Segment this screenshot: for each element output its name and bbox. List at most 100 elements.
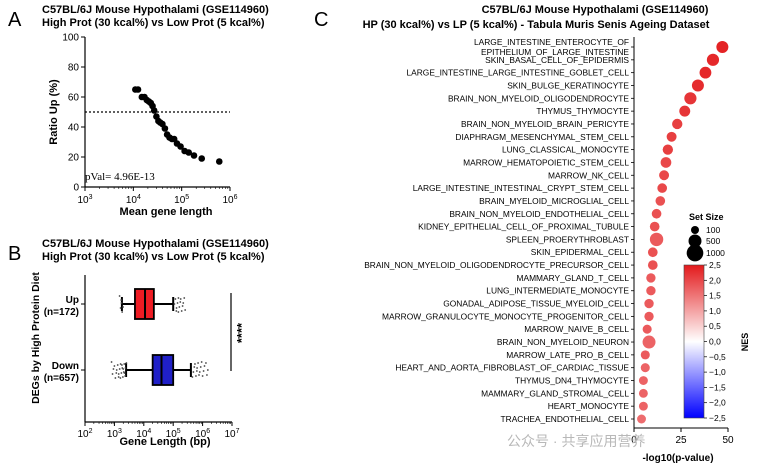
- dot: [655, 196, 666, 206]
- panel-a-point: [190, 152, 198, 159]
- colorbar-tick-label: 1,5: [709, 291, 721, 301]
- panel-b-x-tick-label: 104: [136, 428, 151, 440]
- box-outlier: [122, 368, 125, 370]
- size-legend-dot: [691, 226, 699, 234]
- watermark: 公众号 · 共享应用营养: [507, 433, 645, 449]
- dot: [640, 350, 650, 360]
- row-label: MARROW_NK_CELL: [548, 170, 629, 180]
- box-outlier: [122, 306, 124, 308]
- dot: [672, 118, 683, 130]
- dot: [706, 53, 720, 66]
- row-label: MARROW_LATE_PRO_B_CELL: [506, 350, 629, 360]
- box-outlier: [193, 366, 196, 368]
- panel-b-axes: 102 103 104 105 106 107 Up(n=172) Down(n=657): [44, 275, 240, 440]
- panel-a-y-tick-label: 20: [68, 153, 80, 164]
- panel-c-xlabel: -log10(p-value): [642, 453, 713, 464]
- box-outlier: [119, 363, 122, 365]
- dot: [640, 363, 650, 373]
- panel-c-title-2: HP (30 kcal%) vs LP (5 kcal%) - Tabula M…: [363, 19, 710, 31]
- colorbar-tick-label: −1,5: [709, 382, 726, 392]
- dot: [666, 131, 677, 142]
- box-outlier: [182, 302, 185, 304]
- panel-a-point: [198, 155, 206, 162]
- panel-a-xlabel: Mean gene length: [120, 206, 213, 218]
- panel-b-boxes: [110, 288, 209, 386]
- panel-b-title-2: High Prot (30 kcal%) vs Low Prot (5 kcal…: [42, 251, 265, 263]
- panel-a-point: [177, 143, 184, 150]
- size-legend-label: 500: [706, 236, 720, 246]
- panel-b-x-tick-label: 106: [195, 428, 210, 440]
- panel-b-group-label: Down: [52, 361, 79, 372]
- panel-a-x-tick-label: 105: [174, 194, 189, 206]
- row-label: HEART_MONOCYTE: [548, 401, 630, 411]
- row-label: SKIN_BASAL_CELL_OF_EPIDERMIS: [485, 55, 629, 65]
- dot: [691, 79, 704, 92]
- dot: [649, 221, 660, 232]
- box-outlier: [176, 302, 179, 304]
- box-outlier: [121, 311, 124, 313]
- colorbar-tick-label: 1,0: [709, 306, 721, 316]
- box-outlier: [191, 376, 194, 378]
- box-outlier: [180, 310, 183, 312]
- row-label: BRAIN_NON_MYELOID_BRAIN_PERICYTE: [461, 119, 629, 129]
- panel-b-group-label: Up: [66, 295, 79, 306]
- box-outlier: [197, 362, 199, 364]
- box-outlier: [117, 373, 120, 375]
- box-outlier: [198, 374, 200, 376]
- box-outlier: [121, 376, 124, 378]
- box-outlier: [110, 361, 113, 363]
- box-outlier: [112, 368, 115, 370]
- panel-b-group-n: (n=657): [44, 373, 79, 384]
- panel-b-group-n: (n=172): [44, 307, 79, 318]
- box-outlier: [205, 362, 207, 364]
- panel-a-axes: 0 20 40 60 80 100 103 104 105 106: [62, 33, 237, 207]
- box-outlier: [117, 376, 120, 378]
- dot: [662, 144, 674, 155]
- dot: [659, 170, 670, 181]
- box-outlier: [195, 370, 198, 372]
- box-outlier: [125, 362, 128, 364]
- row-label: THYMUS_THYMOCYTE: [536, 106, 629, 116]
- colorbar-tick-label: −2,5: [709, 413, 726, 423]
- box-outlier: [173, 303, 176, 305]
- panel-b: B C57BL/6J Mouse Hypothalami (GSE114960)…: [8, 238, 269, 448]
- panel-a-title-1: C57BL/6J Mouse Hypothalami (GSE114960): [42, 4, 269, 16]
- colorbar-tick-label: 0,0: [709, 337, 721, 347]
- box-outlier: [111, 373, 114, 375]
- box-outlier: [123, 372, 126, 374]
- dot: [644, 311, 654, 322]
- colorbar-tick-label: −0,5: [709, 352, 726, 362]
- panel-b-xlabel: Gene Length (bp): [119, 436, 210, 448]
- nes-colorbar-gradient: [683, 264, 705, 419]
- dot: [646, 273, 656, 283]
- box-outlier: [115, 369, 118, 371]
- panel-a-point: [161, 125, 169, 132]
- size-legend-title: Set Size: [689, 212, 724, 222]
- box-outlier: [203, 365, 206, 367]
- box-outlier: [179, 298, 182, 300]
- size-legend-label: 1000: [706, 248, 725, 258]
- box-outlier: [174, 298, 177, 300]
- panel-b-title-1: C57BL/6J Mouse Hypothalami (GSE114960): [42, 238, 269, 250]
- box-outlier: [124, 375, 127, 377]
- panel-b-x-tick-label: 103: [107, 428, 122, 440]
- dot: [679, 105, 691, 117]
- panel-c-x-tick-label: 0: [631, 435, 637, 446]
- panel-a-y-tick-label: 100: [62, 33, 79, 44]
- panel-a-point: [134, 86, 142, 93]
- dot: [642, 324, 652, 334]
- panel-c-row-labels: LARGE_INTESTINE_ENTEROCYTE_OFEPITHELIUM_…: [364, 37, 629, 424]
- panel-a-point: [185, 149, 193, 156]
- nes-colorbar-title: NES: [740, 333, 750, 352]
- dot: [651, 208, 662, 219]
- box-outlier: [179, 301, 182, 303]
- size-legend-dot: [688, 234, 702, 248]
- panel-a-point: [215, 158, 223, 165]
- row-label: MAMMARY_GLAND_STROMAL_CELL: [481, 388, 629, 398]
- box-outlier: [123, 363, 126, 365]
- panel-a-letter: A: [8, 9, 22, 31]
- dot: [716, 41, 729, 53]
- panel-b-ylabel: DEGs by High Protein Diet: [30, 272, 42, 404]
